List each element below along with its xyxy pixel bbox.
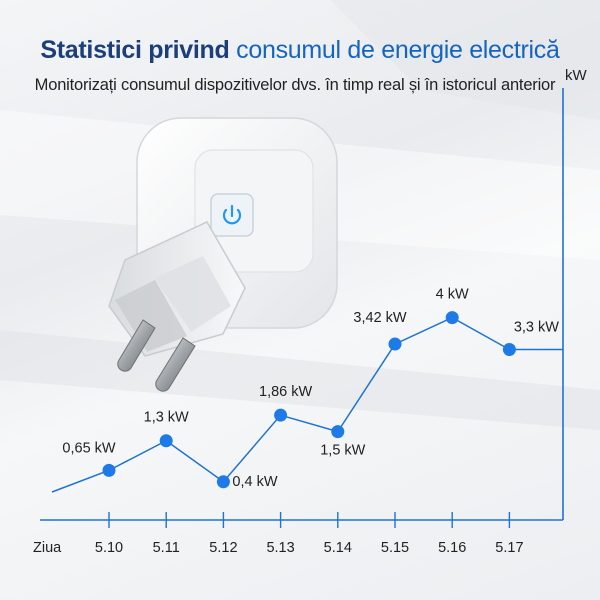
data-point <box>388 337 402 351</box>
x-tick-label: 5.16 <box>438 540 466 556</box>
x-tick-label: 5.14 <box>324 540 352 556</box>
smart-plug-power-button-icon <box>210 193 254 237</box>
plug-pins <box>117 319 196 392</box>
data-label: 3,3 kW <box>514 320 559 336</box>
x-tick-label: 5.12 <box>209 540 237 556</box>
x-axis-label: Ziua <box>33 540 62 556</box>
title-accent: consumul de energie electrică <box>236 36 560 64</box>
series-line <box>51 316 563 493</box>
x-tick-label: 5.13 <box>266 540 294 556</box>
data-point <box>159 434 173 448</box>
x-tick-label: 5.15 <box>381 540 409 556</box>
x-tick-label: 5.10 <box>95 540 123 556</box>
data-point <box>274 408 288 422</box>
data-labels: 0,65 kW 1,3 kW 0,4 kW 1,86 kW 1,5 kW 3,42 kW 4… <box>62 287 559 490</box>
data-points <box>102 311 516 489</box>
data-point <box>216 475 230 489</box>
x-tick-label: 5.11 <box>153 540 180 556</box>
data-point <box>502 343 516 357</box>
data-point <box>445 311 459 325</box>
data-label: 1,86 kW <box>259 384 312 400</box>
data-point <box>331 425 345 439</box>
data-label: 0,4 kW <box>232 474 277 490</box>
data-point <box>102 463 116 477</box>
data-label: 0,65 kW <box>62 440 115 456</box>
page-subtitle: Monitorizați consumul dispozitivelor dvs… <box>34 76 556 94</box>
data-label: 1,3 kW <box>144 410 189 426</box>
x-ticks: 5.10 5.11 5.12 5.13 5.14 5.15 5.16 5.17 <box>95 512 524 556</box>
data-label: 3,42 kW <box>353 310 406 326</box>
title-bold: Statistici privind <box>40 36 230 64</box>
x-tick-label: 5.17 <box>495 540 523 556</box>
smart-plug-image <box>108 117 338 392</box>
page-title: Statistici privind consumul de energie e… <box>0 36 600 65</box>
data-label: 4 kW <box>436 287 469 303</box>
data-label: 1,5 kW <box>320 443 365 459</box>
y-axis-label: kW <box>565 67 588 84</box>
